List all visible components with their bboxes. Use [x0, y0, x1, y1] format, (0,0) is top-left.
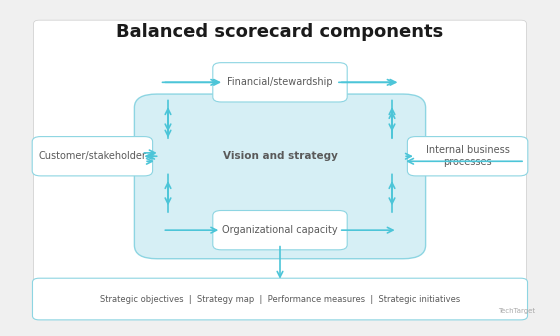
- Text: Organizational capacity: Organizational capacity: [222, 225, 338, 235]
- Text: Internal business
processes: Internal business processes: [426, 145, 510, 167]
- FancyBboxPatch shape: [134, 94, 426, 259]
- Text: Customer/stakeholder: Customer/stakeholder: [39, 151, 146, 161]
- Text: Strategic objectives  |  Strategy map  |  Performance measures  |  Strategic ini: Strategic objectives | Strategy map | Pe…: [100, 295, 460, 303]
- Text: Vision and strategy: Vision and strategy: [222, 151, 338, 161]
- Text: Balanced scorecard components: Balanced scorecard components: [116, 23, 444, 41]
- FancyBboxPatch shape: [34, 20, 526, 316]
- FancyBboxPatch shape: [32, 278, 528, 320]
- FancyBboxPatch shape: [213, 210, 347, 250]
- FancyBboxPatch shape: [213, 62, 347, 102]
- FancyBboxPatch shape: [32, 137, 152, 176]
- Text: TechTarget: TechTarget: [498, 308, 535, 314]
- Text: Financial/stewardship: Financial/stewardship: [227, 77, 333, 87]
- FancyBboxPatch shape: [407, 137, 528, 176]
